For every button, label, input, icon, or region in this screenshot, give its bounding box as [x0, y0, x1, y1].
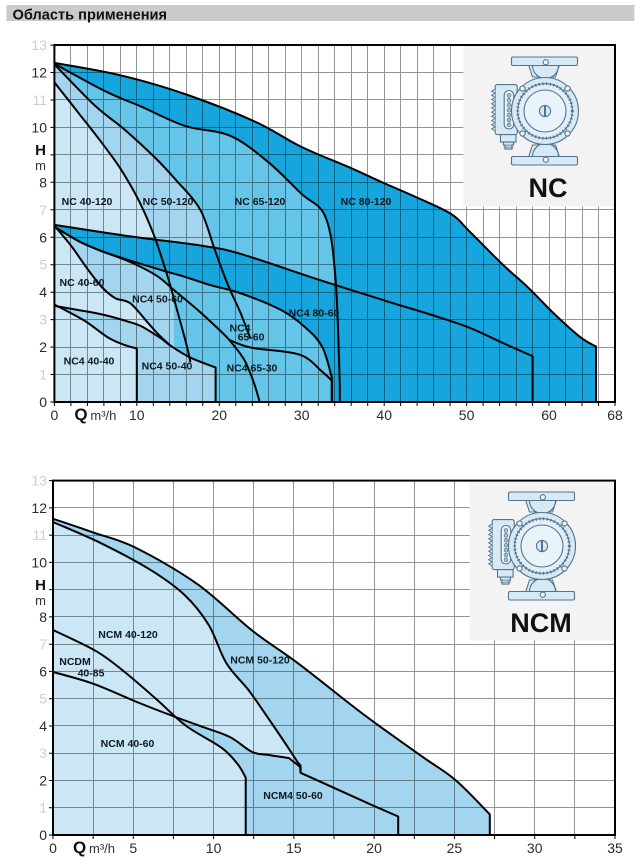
svg-text:NC 65-120: NC 65-120: [235, 196, 286, 208]
svg-text:NC 80-120: NC 80-120: [341, 196, 392, 208]
svg-text:0: 0: [51, 407, 59, 423]
svg-text:5: 5: [129, 840, 137, 856]
svg-text:7: 7: [39, 636, 47, 652]
svg-text:1: 1: [39, 367, 47, 383]
svg-text:3: 3: [39, 745, 47, 761]
svg-text:H: H: [35, 577, 46, 594]
svg-text:NCM 40-120: NCM 40-120: [98, 629, 158, 641]
svg-text:Q: Q: [74, 405, 87, 424]
svg-text:65-60: 65-60: [238, 332, 265, 344]
svg-text:10: 10: [31, 554, 47, 570]
svg-text:NCM4 50-60: NCM4 50-60: [263, 790, 323, 802]
svg-text:11: 11: [32, 527, 47, 543]
svg-text:Область применения: Область применения: [13, 8, 168, 24]
svg-text:6: 6: [39, 229, 47, 245]
svg-text:40: 40: [376, 407, 392, 423]
svg-text:20: 20: [212, 407, 228, 423]
svg-text:0: 0: [39, 394, 47, 410]
svg-text:H: H: [35, 142, 46, 159]
svg-text:25: 25: [447, 840, 463, 856]
svg-text:0: 0: [39, 827, 47, 843]
svg-text:2: 2: [39, 773, 47, 789]
svg-text:1: 1: [39, 800, 47, 816]
svg-text:50: 50: [459, 407, 475, 423]
svg-text:35: 35: [607, 840, 623, 856]
svg-text:11: 11: [32, 92, 47, 108]
svg-text:0: 0: [49, 840, 57, 856]
svg-text:4: 4: [39, 284, 47, 300]
svg-text:NC4 50-60: NC4 50-60: [132, 294, 183, 306]
svg-text:NCM 50-120: NCM 50-120: [230, 655, 290, 667]
svg-text:40-85: 40-85: [78, 668, 105, 680]
svg-text:10: 10: [129, 407, 145, 423]
svg-text:13: 13: [31, 37, 47, 53]
svg-text:15: 15: [286, 840, 302, 856]
svg-text:4: 4: [39, 718, 47, 734]
svg-text:m³/h: m³/h: [90, 408, 116, 423]
svg-text:5: 5: [39, 691, 47, 707]
svg-text:NC4 40-40: NC4 40-40: [64, 356, 115, 368]
svg-text:2: 2: [39, 339, 47, 355]
svg-text:NC 40-60: NC 40-60: [60, 277, 105, 289]
svg-text:NC4: NC4: [229, 323, 250, 335]
svg-text:NC4 65-30: NC4 65-30: [227, 363, 278, 375]
svg-text:8: 8: [39, 609, 47, 625]
svg-text:NC4 50-40: NC4 50-40: [142, 361, 193, 373]
svg-text:10: 10: [31, 119, 47, 135]
svg-text:60: 60: [541, 407, 557, 423]
svg-text:20: 20: [366, 840, 382, 856]
svg-text:m: m: [35, 593, 46, 608]
svg-text:68: 68: [607, 407, 623, 423]
svg-text:10: 10: [206, 840, 222, 856]
svg-text:m³/h: m³/h: [89, 841, 115, 856]
svg-text:Q: Q: [73, 838, 86, 857]
svg-text:5: 5: [39, 257, 47, 273]
svg-text:12: 12: [31, 500, 47, 516]
svg-text:7: 7: [39, 202, 47, 218]
svg-text:NC 50-120: NC 50-120: [143, 196, 194, 208]
svg-text:NC4 80-60: NC4 80-60: [289, 308, 340, 320]
svg-text:NCM: NCM: [510, 608, 572, 638]
svg-text:8: 8: [39, 174, 47, 190]
svg-text:NC: NC: [529, 173, 568, 203]
svg-text:6: 6: [39, 663, 47, 679]
svg-text:NC 40-120: NC 40-120: [62, 196, 113, 208]
svg-text:m: m: [35, 158, 46, 173]
svg-text:13: 13: [31, 473, 47, 489]
svg-text:NCDM: NCDM: [59, 656, 91, 668]
svg-text:30: 30: [294, 407, 310, 423]
svg-text:3: 3: [39, 312, 47, 328]
svg-text:30: 30: [527, 840, 543, 856]
svg-text:12: 12: [31, 65, 47, 81]
svg-text:NCM 40-60: NCM 40-60: [101, 738, 155, 750]
